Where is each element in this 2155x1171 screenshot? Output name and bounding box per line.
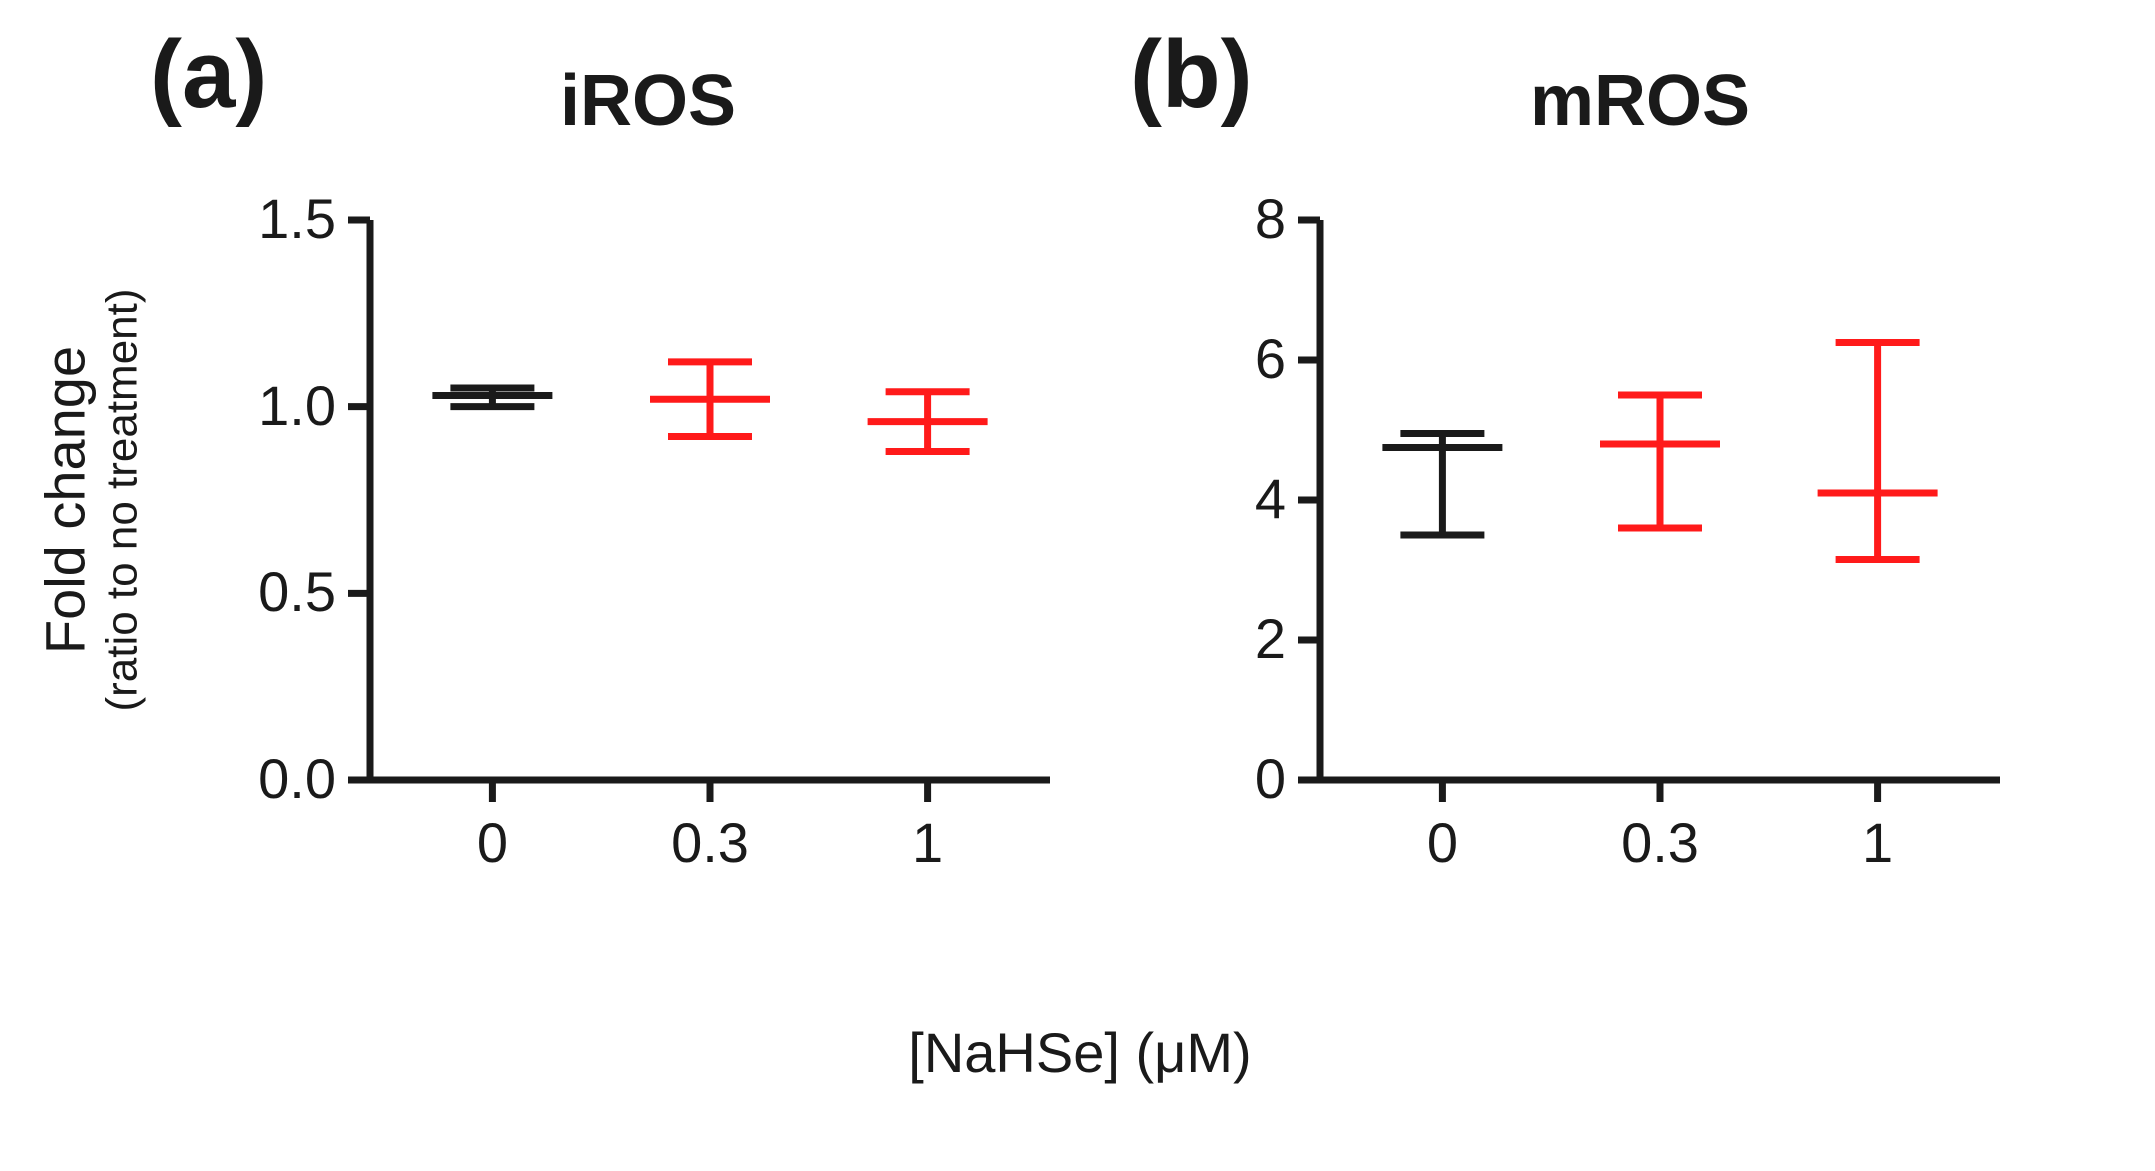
panel-b-label: (b): [1130, 20, 1253, 130]
y-tick-label: 1.0: [216, 373, 336, 438]
x-tick-label: 1: [848, 810, 1008, 875]
x-tick-label: 0: [412, 810, 572, 875]
y-axis-label-line2: (ratio to no treatment): [98, 288, 148, 711]
panel-b-title: mROS: [1530, 60, 1750, 142]
y-axis-label-line1: Fold change: [33, 288, 98, 711]
y-tick-label: 6: [1166, 326, 1286, 391]
figure: (a) iROS (b) mROS Fold change (ratio to …: [0, 0, 2155, 1171]
panel-a-plot: 0.00.51.01.500.31: [370, 220, 1050, 780]
y-tick-label: 0: [1166, 746, 1286, 811]
x-axis-label: [NaHSe] (μM): [780, 1020, 1380, 1085]
y-axis-label: Fold change (ratio to no treatment): [33, 288, 148, 711]
chart-svg: [370, 220, 1050, 780]
x-tick-label: 0: [1362, 810, 1522, 875]
y-tick-label: 1.5: [216, 186, 336, 251]
y-tick-label: 8: [1166, 186, 1286, 251]
y-tick-label: 0.5: [216, 559, 336, 624]
x-tick-label: 1: [1798, 810, 1958, 875]
chart-svg: [1320, 220, 2000, 780]
panel-a-title: iROS: [560, 60, 736, 142]
panel-a-label: (a): [150, 20, 267, 130]
panel-b-plot: 0246800.31: [1320, 220, 2000, 780]
y-tick-label: 2: [1166, 606, 1286, 671]
x-tick-label: 0.3: [630, 810, 790, 875]
y-tick-label: 0.0: [216, 746, 336, 811]
x-tick-label: 0.3: [1580, 810, 1740, 875]
y-tick-label: 4: [1166, 466, 1286, 531]
